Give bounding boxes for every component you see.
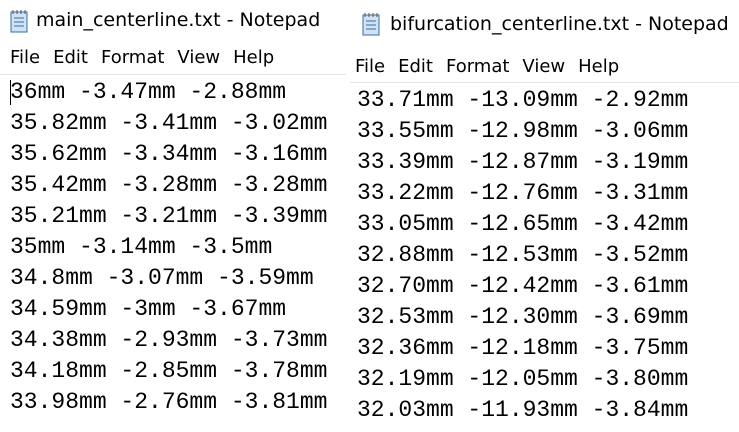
- menu-bar: File Edit Format View Help: [355, 56, 619, 77]
- text-line: 32.70mm -12.42mm -3.61mm: [357, 273, 689, 299]
- text-line: 32.53mm -12.30mm -3.69mm: [357, 304, 689, 330]
- text-line: 32.36mm -12.18mm -3.75mm: [357, 335, 689, 361]
- text-line: 34.18mm -2.85mm -3.78mm: [10, 358, 328, 384]
- menu-item[interactable]: Help: [578, 56, 620, 77]
- text-line: 34.59mm -3mm -3.67mm: [10, 296, 287, 322]
- menu-item[interactable]: Edit: [398, 56, 433, 77]
- notepad-window: main_centerline.txt - Notepad File Edit Fo…: [0, 0, 346, 432]
- text-line: 35.62mm -3.34mm -3.16mm: [10, 141, 328, 167]
- menu-item[interactable]: View: [177, 47, 221, 68]
- notepad-icon: [362, 13, 380, 36]
- text-line: 35mm -3.14mm -3.5mm: [10, 234, 273, 260]
- menu-item[interactable]: File: [10, 47, 41, 68]
- text-line: 33.22mm -12.76mm -3.31mm: [357, 180, 689, 206]
- text-line: 33.05mm -12.65mm -3.42mm: [357, 211, 689, 237]
- text-line: 34.38mm -2.93mm -3.73mm: [10, 327, 328, 353]
- text-line: 33.98mm -2.76mm -3.81mm: [10, 389, 328, 415]
- separator: [0, 74, 346, 75]
- notepad-window: bifurcation_centerline.txt - Notepad Fil…: [350, 0, 739, 432]
- menu-item[interactable]: Edit: [53, 47, 88, 68]
- menu-bar: File Edit Format View Help: [10, 47, 274, 68]
- separator: [350, 82, 739, 83]
- text-line: 32.19mm -12.05mm -3.80mm: [357, 366, 689, 392]
- text-line: 35.42mm -3.28mm -3.28mm: [10, 172, 328, 198]
- menu-item[interactable]: File: [355, 56, 386, 77]
- text-line: 33.39mm -12.87mm -3.19mm: [357, 149, 689, 175]
- menu-item[interactable]: View: [522, 56, 566, 77]
- notepad-icon: [10, 10, 28, 33]
- menu-item[interactable]: Format: [445, 56, 510, 77]
- text-line: 33.71mm -13.09mm -2.92mm: [357, 87, 689, 113]
- text-line: 35.21mm -3.21mm -3.39mm: [10, 203, 328, 229]
- text-line: 32.03mm -11.93mm -3.84mm: [357, 397, 689, 423]
- text-line: 32.88mm -12.53mm -3.52mm: [357, 242, 689, 268]
- text-caret: [10, 80, 11, 105]
- window-title: main_centerline.txt - Notepad: [36, 9, 321, 31]
- text-line: 34.8mm -3.07mm -3.59mm: [10, 265, 314, 291]
- text-line: 36mm -3.47mm -2.88mm: [10, 79, 287, 105]
- window-title: bifurcation_centerline.txt - Notepad: [390, 13, 729, 35]
- text-line: 35.82mm -3.41mm -3.02mm: [10, 110, 328, 136]
- menu-item[interactable]: Format: [100, 47, 165, 68]
- menu-item[interactable]: Help: [233, 47, 275, 68]
- text-line: 33.55mm -12.98mm -3.06mm: [357, 118, 689, 144]
